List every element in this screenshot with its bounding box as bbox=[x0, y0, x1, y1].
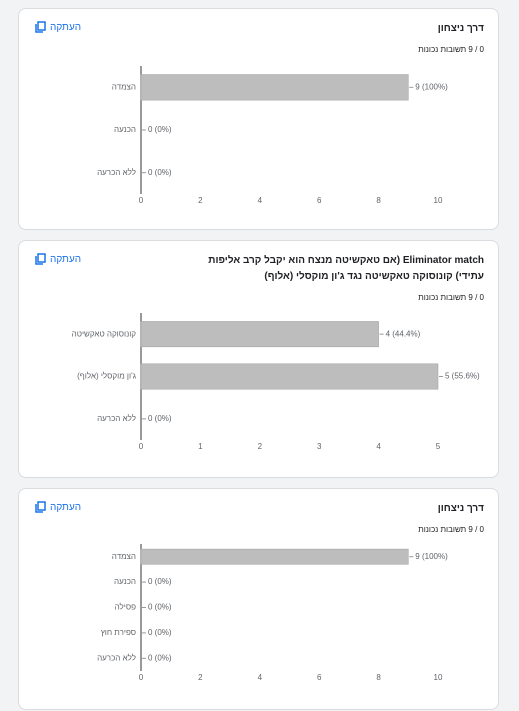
category-label: קונוסוקה טאקשיטה bbox=[72, 329, 137, 338]
bar bbox=[140, 363, 439, 390]
copy-icon bbox=[35, 21, 46, 33]
value-label: 9 (100%) bbox=[415, 82, 448, 91]
copy-button[interactable]: העתקה bbox=[35, 21, 81, 33]
value-label: 0 (0%) bbox=[148, 168, 172, 177]
category-label: ללא הכרעה bbox=[97, 653, 136, 662]
copy-icon bbox=[35, 501, 46, 513]
value-label: 0 (0%) bbox=[148, 125, 172, 134]
x-tick-label: 8 bbox=[376, 196, 381, 205]
x-tick-label: 3 bbox=[317, 442, 322, 451]
bar bbox=[140, 548, 409, 565]
x-tick-label: 8 bbox=[376, 673, 381, 682]
icon-part bbox=[37, 501, 46, 511]
x-tick-label: 4 bbox=[258, 196, 263, 205]
value-label: 4 (44.4%) bbox=[386, 329, 421, 338]
x-tick-label: 4 bbox=[376, 442, 381, 451]
category-label: ללא הכרעה bbox=[97, 168, 136, 177]
score: 0 / 9 תשובות נכונות bbox=[418, 293, 484, 302]
card: דרך ניצחון 0 / 9 תשובות נכונות העתקה 0 2 4 6 8 1… bbox=[18, 488, 499, 710]
x-tick-label: 5 bbox=[436, 442, 441, 451]
category-label: הכנעה bbox=[114, 577, 136, 586]
x-tick-label: 4 bbox=[258, 673, 263, 682]
category-label: ללא הכרעה bbox=[97, 414, 136, 423]
value-label: 0 (0%) bbox=[148, 414, 172, 423]
value-label: 5 (55.6%) bbox=[445, 372, 480, 381]
x-tick-label: 1 bbox=[198, 442, 203, 451]
copy-label: העתקה bbox=[50, 501, 82, 513]
value-label: 0 (0%) bbox=[148, 628, 172, 637]
category-label: הצמדה bbox=[112, 552, 136, 561]
question-title: Eliminator match (אם טאקשיטה מנצח הוא יק… bbox=[208, 255, 484, 282]
category-label: ספירת חוץ bbox=[101, 628, 136, 637]
x-tick-label: 10 bbox=[434, 196, 443, 205]
bar bbox=[140, 321, 379, 348]
value-label: 0 (0%) bbox=[148, 653, 172, 662]
value-label: 0 (0%) bbox=[148, 603, 172, 612]
value-label: 9 (100%) bbox=[415, 552, 448, 561]
copy-button[interactable]: העתקה bbox=[35, 501, 81, 513]
bar-chart: 0 1 2 3 4 5 קונוסוקה טאקשיטה 4 (44.4%) ג'ון מוקס… bbox=[72, 313, 480, 451]
icon-part bbox=[37, 253, 46, 263]
category-label: הצמדה bbox=[112, 82, 136, 91]
icon-part bbox=[35, 504, 43, 513]
icon-part bbox=[35, 24, 43, 33]
x-tick-label: 2 bbox=[198, 673, 203, 682]
score: 0 / 9 תשובות נכונות bbox=[418, 45, 484, 54]
x-tick-label: 0 bbox=[139, 196, 144, 205]
x-tick-label: 10 bbox=[434, 673, 443, 682]
x-tick-label: 6 bbox=[317, 196, 322, 205]
copy-label: העתקה bbox=[50, 21, 82, 33]
category-label: פסילה bbox=[115, 603, 136, 612]
bar bbox=[140, 74, 409, 101]
x-tick-label: 6 bbox=[317, 673, 322, 682]
category-label: ג'ון מוקסלי (אלוף) bbox=[77, 372, 136, 381]
bar-chart: 0 2 4 6 8 10 הצמדה 9 (100%) הכנעה 0 (0%) פסילה 0 (0… bbox=[97, 544, 448, 682]
copy-icon bbox=[35, 253, 46, 265]
icon-part bbox=[37, 21, 46, 31]
card: דרך ניצחון 0 / 9 תשובות נכונות העתקה 0 2 4 6 8 1… bbox=[18, 8, 499, 230]
x-tick-label: 0 bbox=[139, 673, 144, 682]
copy-button[interactable]: העתקה bbox=[35, 253, 81, 265]
value-label: 0 (0%) bbox=[148, 577, 172, 586]
question-title: דרך ניצחון bbox=[437, 23, 484, 34]
score: 0 / 9 תשובות נכונות bbox=[418, 525, 484, 534]
x-tick-label: 2 bbox=[258, 442, 263, 451]
x-tick-label: 0 bbox=[139, 442, 144, 451]
bar-chart: 0 2 4 6 8 10 הצמדה 9 (100%) הכנעה 0 (0%) ללא הכרעה… bbox=[97, 66, 448, 205]
category-label: הכנעה bbox=[114, 125, 136, 134]
question-title: דרך ניצחון bbox=[437, 503, 484, 514]
card: Eliminator match (אם טאקשיטה מנצח הוא יק… bbox=[18, 240, 499, 478]
x-tick-label: 2 bbox=[198, 196, 203, 205]
icon-part bbox=[35, 256, 43, 265]
copy-label: העתקה bbox=[50, 253, 82, 265]
